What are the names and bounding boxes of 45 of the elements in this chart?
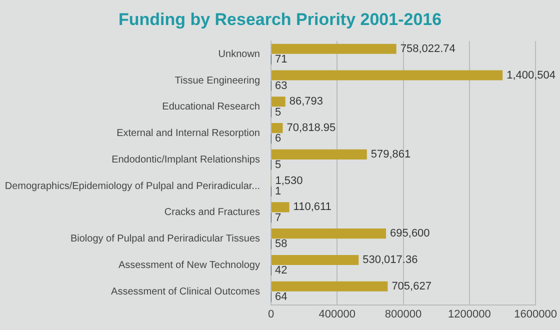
data-label: 63 <box>275 80 288 92</box>
data-label: 695,600 <box>390 228 430 240</box>
bar <box>272 44 396 54</box>
y-tick-label: External and Internal Resorption <box>116 128 260 140</box>
x-tick-label: 800000 <box>384 308 422 320</box>
bar <box>272 281 388 292</box>
data-label: 579,861 <box>370 148 411 160</box>
y-tick-label: Tissue Engineering <box>174 75 260 86</box>
bar <box>272 123 283 134</box>
bar <box>272 149 367 160</box>
bar <box>272 228 386 239</box>
data-label: 758,022.74 <box>400 42 456 55</box>
x-tick-label: 1600000 <box>514 308 557 320</box>
bar <box>272 202 290 212</box>
data-label: 1,530 <box>275 174 303 187</box>
y-tick-label: Cracks and Fractures <box>164 207 260 218</box>
data-label: 64 <box>275 290 288 303</box>
bar <box>272 96 286 107</box>
data-label: 7 <box>275 212 282 224</box>
data-label: 42 <box>275 264 288 277</box>
y-tick-label: Assessment of New Technology <box>118 260 260 271</box>
data-label: 58 <box>275 238 288 250</box>
x-tick-label: 0 <box>268 308 274 320</box>
bar <box>272 254 359 265</box>
data-label: 6 <box>275 132 282 145</box>
data-label: 705,627 <box>392 280 432 292</box>
x-tick-label: 400000 <box>318 308 356 320</box>
y-tick-label: Assessment of Clinical Outcomes <box>111 286 260 298</box>
y-tick-label: Demographics/Epidemiology of Pulpal and Periradicular... <box>4 180 260 192</box>
y-tick-label: Endodontic/Implant Relationships <box>112 154 260 166</box>
data-label: 5 <box>275 159 282 172</box>
data-label: 1 <box>275 185 282 198</box>
data-label: 5 <box>275 106 282 118</box>
y-tick-label: Unknown <box>218 48 260 60</box>
data-label: 1,400,504 <box>506 69 556 82</box>
data-label: 86,793 <box>289 96 324 108</box>
data-label: 530,017.36 <box>362 254 418 266</box>
data-label: 110,611 <box>293 201 332 214</box>
y-tick-label: Biology of Pulpal and Periradicular Tissues <box>70 234 260 245</box>
chart-title: Funding by Research Priority 2001-2016 <box>117 10 443 31</box>
data-label: 71 <box>275 53 288 66</box>
bar <box>272 70 503 80</box>
x-tick-label: 1200000 <box>448 308 491 320</box>
y-tick-label: Educational Research <box>162 102 260 113</box>
data-label: 70,818.95 <box>286 122 336 134</box>
